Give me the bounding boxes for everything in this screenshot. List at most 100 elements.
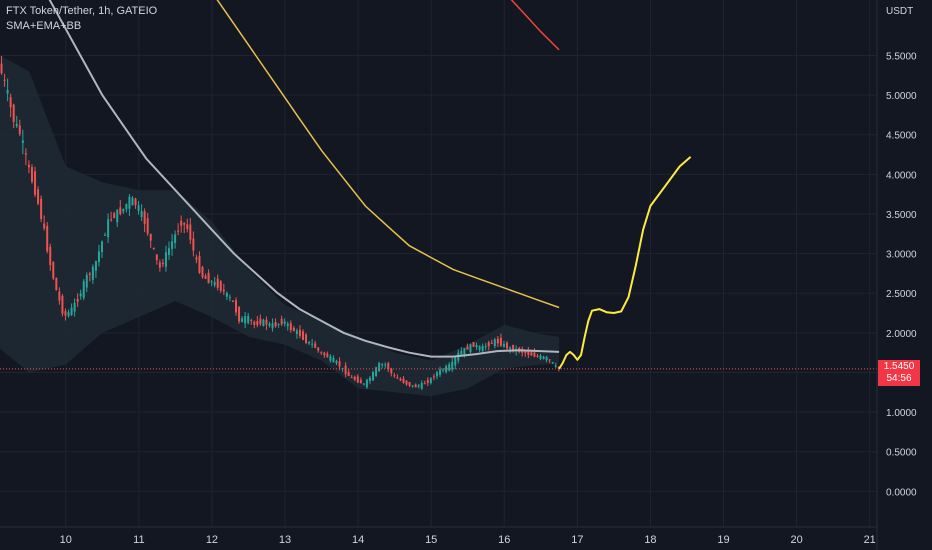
candle-body <box>405 380 408 385</box>
candle-body <box>161 262 164 265</box>
candle-body <box>91 266 94 280</box>
price-tick-label: 5.5000 <box>886 51 917 62</box>
candle-body <box>15 123 18 127</box>
candle-body <box>384 364 387 366</box>
candle-body <box>244 316 247 324</box>
candle-body <box>3 79 6 81</box>
candle-body <box>301 331 304 340</box>
candle-body <box>506 342 509 349</box>
candle-body <box>49 246 52 265</box>
candle-body <box>539 355 542 360</box>
candle-body <box>326 353 329 358</box>
time-tick-label: 20 <box>790 534 802 546</box>
candle-body <box>9 97 12 108</box>
candle-body <box>219 281 222 291</box>
time-tick-label: 21 <box>864 534 876 546</box>
candle-body <box>125 203 128 210</box>
candle-body <box>97 251 100 263</box>
time-axis[interactable]: 10 11 12 13 14 15 16 17 18 19 20 21 <box>60 534 876 546</box>
candle-body <box>271 323 274 329</box>
candle-body <box>344 365 347 375</box>
candle-body <box>43 223 46 229</box>
candle-body <box>283 321 286 324</box>
candle-body <box>149 233 152 241</box>
time-tick-label: 14 <box>352 534 364 546</box>
candle-body <box>372 372 375 381</box>
time-tick-label: 11 <box>133 534 144 546</box>
candle-body <box>432 376 435 378</box>
candle-body <box>509 347 512 350</box>
candle-body <box>350 377 353 379</box>
candle-body <box>305 334 308 343</box>
candle-body <box>381 364 384 366</box>
candle-body <box>116 209 119 223</box>
candle-body <box>442 369 445 371</box>
candle-body <box>332 357 335 363</box>
candle-body <box>417 385 420 387</box>
candle-body <box>311 343 314 345</box>
candle-body <box>137 205 140 211</box>
price-tick-label: 3.5000 <box>886 210 917 221</box>
candle-body <box>183 222 186 225</box>
ema-long-line <box>510 0 560 51</box>
candle-body <box>286 323 289 327</box>
candle-body <box>168 248 171 255</box>
candle-body <box>329 356 332 361</box>
candle-body <box>378 363 381 372</box>
candle-body <box>21 140 24 144</box>
candle-body <box>426 380 429 383</box>
candle-body <box>496 338 499 344</box>
candle-body <box>79 293 82 297</box>
candle-body <box>347 371 350 377</box>
candle-body <box>490 342 493 344</box>
candle-body <box>484 346 487 348</box>
candle-body <box>554 365 557 367</box>
time-tick-label: 10 <box>60 534 72 546</box>
candle-body <box>375 367 378 376</box>
candle-body <box>298 329 301 337</box>
candle-body <box>423 383 426 385</box>
candle-body <box>414 384 417 388</box>
candle-body <box>64 311 67 316</box>
chart-legend: FTX Token/Tether, 1h, GATEIO SMA+EMA+BB <box>6 4 157 34</box>
candle-body <box>6 89 9 94</box>
indicator-label[interactable]: SMA+EMA+BB <box>6 20 82 32</box>
candle-body <box>548 359 551 361</box>
candle-body <box>73 302 76 312</box>
candle-body <box>359 379 362 384</box>
candle-body <box>259 318 262 324</box>
candle-body <box>30 167 33 182</box>
candle-body <box>34 171 37 195</box>
candle-body <box>265 319 268 325</box>
candle-body <box>365 379 368 388</box>
candle-body <box>524 351 527 354</box>
candle-body <box>295 330 298 334</box>
candle-body <box>475 345 478 348</box>
bar-countdown: 54:56 <box>886 373 912 384</box>
candle-body <box>451 361 454 370</box>
candle-body <box>207 272 210 284</box>
candle-body <box>180 220 183 226</box>
candle-body <box>277 324 280 326</box>
candle-body <box>289 323 292 331</box>
candle-body <box>131 197 134 206</box>
price-tick-label: 2.5000 <box>886 289 917 300</box>
candle-body <box>76 298 79 302</box>
candle-body <box>40 198 43 219</box>
candle-body <box>435 372 438 377</box>
candle-body <box>527 350 530 355</box>
candle-body <box>274 322 277 327</box>
candle-body <box>463 348 466 355</box>
candle-body <box>152 247 155 249</box>
candle-body <box>174 234 177 243</box>
candle-body <box>192 238 195 251</box>
candle-body <box>390 368 393 374</box>
candle-body <box>545 356 548 361</box>
candle-body <box>113 213 116 218</box>
price-tick-label: 4.5000 <box>886 131 917 142</box>
symbol-title[interactable]: FTX Token/Tether, 1h, GATEIO <box>6 5 158 17</box>
projection-drawing <box>558 156 692 370</box>
candle-body <box>46 225 49 252</box>
candle-body <box>487 342 490 347</box>
